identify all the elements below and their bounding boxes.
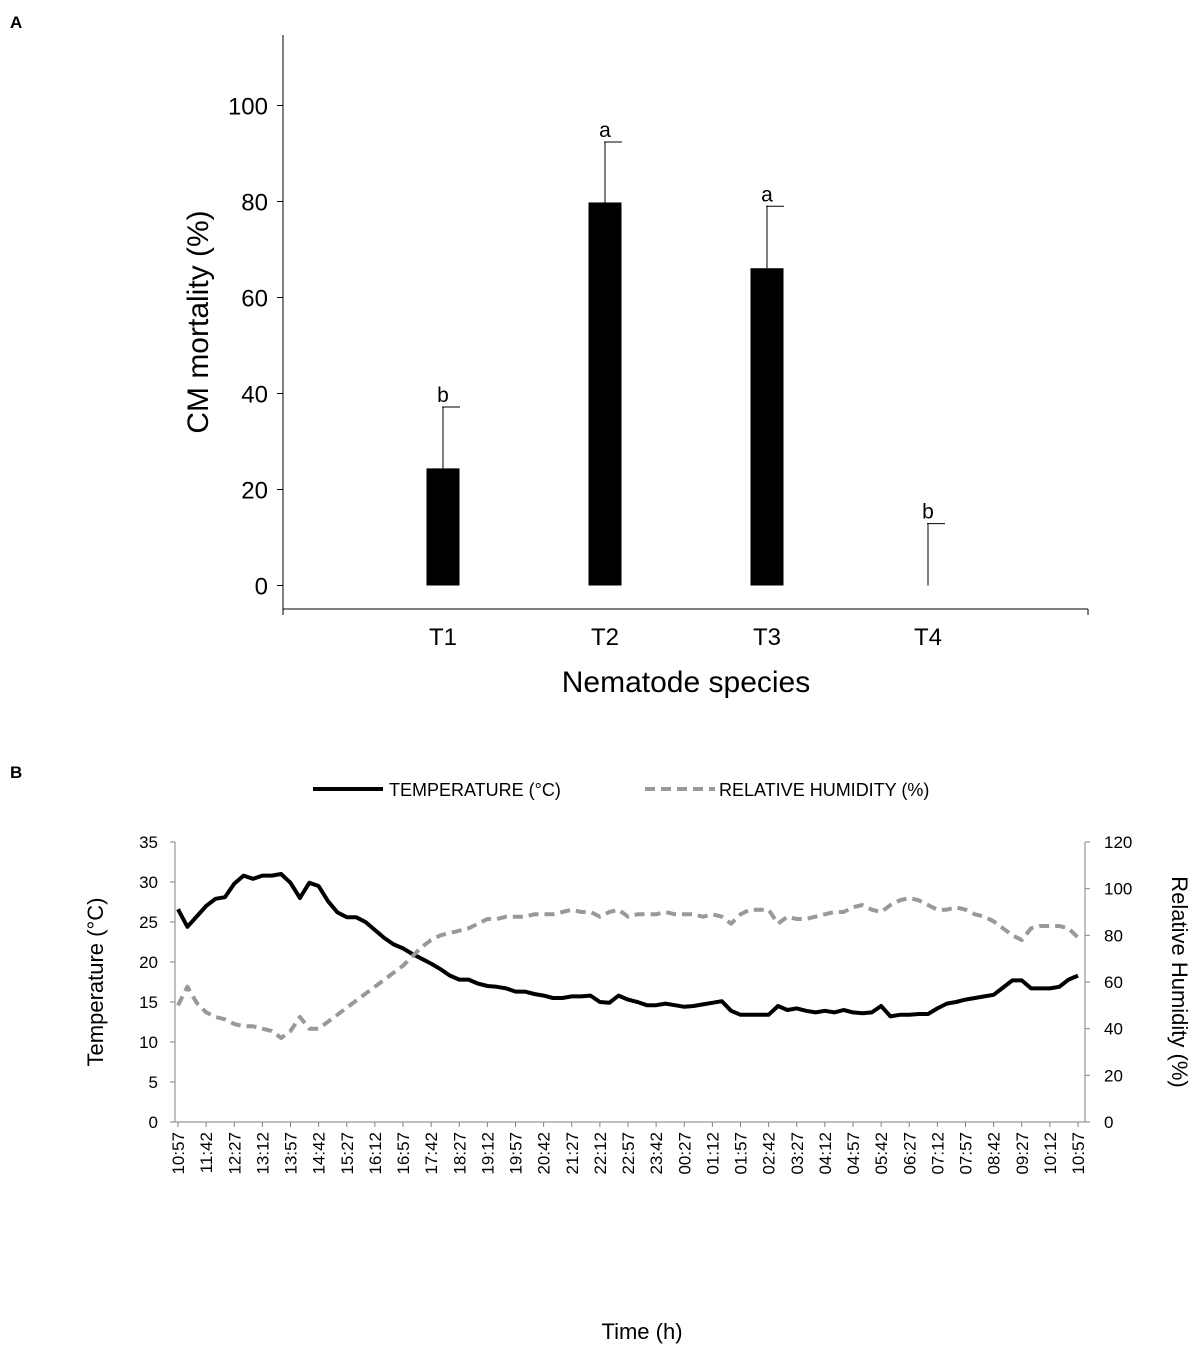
significance-letter: a xyxy=(599,119,611,142)
temperature-line xyxy=(176,872,1079,1019)
significance-letter: a xyxy=(761,183,773,206)
bar xyxy=(750,268,784,586)
panel-b-label: B xyxy=(10,763,22,782)
significance-letter: b xyxy=(437,384,449,407)
legend-label-temperature: TEMPERATURE (°C) xyxy=(389,780,561,800)
line-left-tick-label: 10 xyxy=(139,1033,158,1052)
line-x-tick-label: 16:57 xyxy=(394,1132,413,1175)
line-x-tick-label: 10:57 xyxy=(1069,1132,1088,1175)
bar xyxy=(426,468,460,586)
line-x-tick-label: 03:27 xyxy=(788,1132,807,1175)
humidity-line xyxy=(176,896,1080,1040)
bar-y-ticks: 0 20 40 60 80 100 xyxy=(228,94,283,601)
line-x-tick-label: 18:27 xyxy=(450,1132,469,1175)
line-x-tick-label: 22:57 xyxy=(619,1132,638,1175)
panel-a-label: A xyxy=(10,13,22,32)
line-left-axis-label: Temperature (°C) xyxy=(83,898,108,1067)
line-left-tick-label: 15 xyxy=(139,993,158,1012)
line-x-tick-label: 08:42 xyxy=(985,1132,1004,1175)
line-left-tick-label: 0 xyxy=(149,1113,158,1132)
bar-y-tick-label: 40 xyxy=(241,382,268,409)
line-x-tick-label: 07:57 xyxy=(957,1132,976,1175)
legend-label-humidity: RELATIVE HUMIDITY (%) xyxy=(719,780,929,800)
line-right-tick-label: 100 xyxy=(1104,880,1132,899)
line-x-tick-label: 17:42 xyxy=(422,1132,441,1175)
bar-y-tick-label: 60 xyxy=(241,286,268,313)
line-x-tick-label: 11:42 xyxy=(197,1132,216,1173)
bar-x-axis-label: Nematode species xyxy=(562,666,810,699)
bar-y-tick-label: 20 xyxy=(241,478,268,505)
line-x-tick-label: 22:12 xyxy=(591,1132,610,1175)
line-x-tick-label: 04:57 xyxy=(844,1132,863,1175)
line-x-tick-label: 07:12 xyxy=(928,1132,947,1175)
line-x-tick-label: 06:27 xyxy=(900,1132,919,1175)
line-left-tick-label: 25 xyxy=(139,913,158,932)
line-x-ticks: 10:57 11:42 12:27 13:12 13:57 14:42 15:27 16:12… xyxy=(169,1122,1088,1175)
bar-x-ticks: T1 T2 T3 T4 xyxy=(282,609,1089,651)
bar-y-axis-label: CM mortality (%) xyxy=(182,210,215,433)
line-x-tick-label: 01:12 xyxy=(703,1132,722,1175)
line-x-tick-label: 13:57 xyxy=(282,1132,301,1175)
line-left-tick-label: 35 xyxy=(139,833,158,852)
line-x-tick-label: 21:27 xyxy=(563,1132,582,1175)
line-x-tick-label: 23:42 xyxy=(647,1132,666,1175)
bar xyxy=(588,202,622,586)
line-right-tick-label: 80 xyxy=(1104,926,1123,945)
bar-y-tick-label: 100 xyxy=(228,94,268,121)
line-right-ticks: 0 20 40 60 80 100 120 xyxy=(1085,833,1132,1132)
bar-y-tick-label: 0 xyxy=(255,574,268,601)
bar-chart-panel: Nematode species CM mortality (%) 0 20 40 6… xyxy=(182,35,1089,699)
line-x-tick-label: 04:12 xyxy=(816,1132,835,1175)
line-x-tick-label: 05:42 xyxy=(872,1132,891,1175)
line-x-tick-label: 02:42 xyxy=(760,1132,779,1175)
bar-y-tick-label: 80 xyxy=(241,190,268,217)
line-x-tick-label: 14:42 xyxy=(310,1132,329,1175)
line-x-tick-label: 00:27 xyxy=(675,1132,694,1175)
line-x-tick-label: 15:27 xyxy=(338,1132,357,1175)
line-x-tick-label: 13:12 xyxy=(253,1132,272,1175)
significance-letter: b xyxy=(922,501,934,524)
bar-category-label: T1 xyxy=(429,624,457,651)
line-left-tick-label: 5 xyxy=(149,1073,158,1092)
line-x-tick-label: 09:27 xyxy=(1013,1132,1032,1175)
line-x-tick-label: 19:12 xyxy=(478,1132,497,1175)
line-right-tick-label: 120 xyxy=(1104,833,1132,852)
line-left-ticks: 0 5 10 15 20 25 30 35 xyxy=(139,833,175,1132)
bar-category-label: T4 xyxy=(914,624,942,651)
line-x-tick-label: 01:57 xyxy=(732,1132,751,1175)
line-right-tick-label: 20 xyxy=(1104,1066,1123,1085)
line-x-tick-label: 10:12 xyxy=(1041,1132,1060,1175)
line-x-tick-label: 10:57 xyxy=(169,1132,188,1175)
line-chart-panel: TEMPERATURE (°C) RELATIVE HUMIDITY (%) T… xyxy=(83,780,1192,1344)
line-right-tick-label: 60 xyxy=(1104,973,1123,992)
line-right-tick-label: 0 xyxy=(1104,1113,1113,1132)
line-left-tick-label: 30 xyxy=(139,873,158,892)
line-right-axis-label: Relative Humidity (%) xyxy=(1167,876,1192,1088)
bar-category-label: T2 xyxy=(591,624,619,651)
line-x-axis-label: Time (h) xyxy=(601,1319,682,1344)
line-series xyxy=(176,872,1080,1040)
bar-category-label: T3 xyxy=(753,624,781,651)
bar-series: b a a b xyxy=(426,119,945,586)
line-right-tick-label: 40 xyxy=(1104,1020,1123,1039)
line-x-tick-label: 20:42 xyxy=(535,1132,554,1175)
line-x-tick-label: 12:27 xyxy=(225,1132,244,1175)
line-left-tick-label: 20 xyxy=(139,953,158,972)
line-x-tick-label: 19:57 xyxy=(507,1132,526,1175)
line-x-tick-label: 16:12 xyxy=(366,1132,385,1175)
